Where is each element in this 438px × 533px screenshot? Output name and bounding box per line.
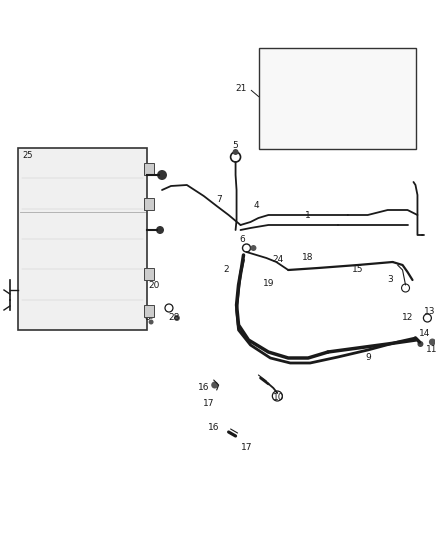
Circle shape	[345, 99, 355, 109]
Bar	[144, 268, 154, 280]
Text: 14: 14	[419, 329, 430, 338]
Text: 13: 13	[424, 308, 435, 317]
Circle shape	[148, 271, 154, 277]
Text: 5: 5	[233, 141, 238, 149]
Text: 8: 8	[144, 313, 150, 322]
Text: 6: 6	[240, 236, 245, 245]
Text: 12: 12	[402, 313, 413, 322]
Circle shape	[340, 94, 360, 114]
Text: 2: 2	[224, 265, 230, 274]
Text: 10: 10	[272, 393, 284, 402]
Circle shape	[174, 315, 180, 321]
Circle shape	[429, 338, 436, 345]
Bar	[144, 163, 154, 175]
Circle shape	[19, 173, 25, 177]
Text: 7: 7	[216, 196, 222, 205]
Text: 17: 17	[241, 443, 252, 453]
Text: 17: 17	[203, 399, 215, 408]
Text: 20: 20	[148, 280, 160, 289]
Circle shape	[156, 226, 164, 234]
Circle shape	[211, 382, 218, 389]
Text: 21: 21	[236, 84, 247, 93]
Text: 16: 16	[198, 384, 209, 392]
Circle shape	[337, 91, 363, 117]
Circle shape	[148, 166, 154, 172]
Text: 19: 19	[263, 279, 274, 287]
Circle shape	[148, 201, 154, 207]
Text: 1: 1	[305, 211, 311, 220]
Text: 3: 3	[388, 276, 393, 285]
Text: 9: 9	[365, 353, 371, 362]
Text: 4: 4	[254, 200, 259, 209]
Bar	[18, 148, 147, 330]
Text: 16: 16	[208, 424, 219, 432]
Circle shape	[417, 341, 424, 347]
Text: 24: 24	[273, 255, 284, 264]
Text: 11: 11	[426, 345, 437, 354]
Bar	[259, 48, 416, 149]
Bar	[144, 198, 154, 210]
Text: 23: 23	[350, 116, 362, 125]
Bar	[144, 305, 154, 317]
Text: 25: 25	[23, 150, 33, 159]
Circle shape	[148, 319, 154, 325]
Circle shape	[19, 181, 25, 185]
Text: 18: 18	[302, 254, 314, 262]
Circle shape	[251, 245, 256, 251]
Text: 15: 15	[352, 265, 364, 274]
Text: 28: 28	[168, 313, 180, 322]
Circle shape	[157, 170, 167, 180]
Text: 22: 22	[368, 69, 379, 78]
Circle shape	[233, 149, 239, 155]
